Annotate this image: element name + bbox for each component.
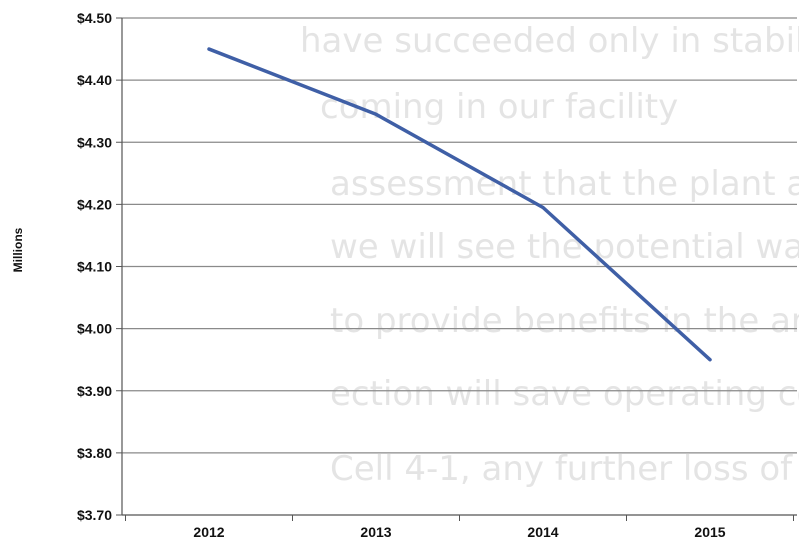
y-tick-label: $4.30 bbox=[77, 134, 112, 150]
y-tick-labels: $4.50 $4.40 $4.30 $4.20 $4.10 $4.00 $3.90 $3.80… bbox=[77, 10, 112, 523]
y-tick-label: $4.10 bbox=[77, 259, 112, 275]
y-tick-label: $4.40 bbox=[77, 72, 112, 88]
y-tick-label: $3.80 bbox=[77, 445, 112, 461]
x-tick-label: 2014 bbox=[527, 524, 558, 540]
y-tick-label: $3.90 bbox=[77, 383, 112, 399]
background-text-line: ection will save operating cost and bbox=[330, 374, 799, 414]
data-point bbox=[541, 205, 545, 209]
y-tick-label: $4.00 bbox=[77, 321, 112, 337]
data-point bbox=[374, 112, 378, 116]
y-tick-label: $4.50 bbox=[77, 10, 112, 26]
y-tick-label: $4.20 bbox=[77, 196, 112, 212]
background-text-line: assessment that the plant and its equipm… bbox=[330, 164, 799, 204]
y-tick-label: $3.70 bbox=[77, 507, 112, 523]
data-point bbox=[207, 47, 211, 51]
background-text-line: to provide benefits in the area bbox=[330, 301, 799, 341]
gridlines bbox=[116, 17, 797, 516]
background-text-line: Cell 4-1, any further loss of revenue bbox=[330, 449, 799, 489]
series-line bbox=[207, 47, 712, 362]
background-text-layer: have succeeded only in stabilizing coming… bbox=[300, 21, 799, 489]
axes bbox=[121, 18, 797, 521]
x-tick-labels: 2012 2013 2014 2015 bbox=[193, 524, 725, 540]
background-text-line: coming in our facility bbox=[320, 87, 678, 127]
data-point bbox=[708, 358, 712, 362]
x-tick-label: 2012 bbox=[193, 524, 224, 540]
background-text-line: have succeeded only in stabilizing bbox=[300, 21, 799, 61]
y-axis-title: Millions bbox=[11, 227, 25, 272]
x-tick-label: 2013 bbox=[360, 524, 391, 540]
series-layer bbox=[207, 47, 712, 362]
x-tick-label: 2015 bbox=[694, 524, 725, 540]
background-text-line: we will see the potential waste may be bbox=[330, 227, 799, 267]
